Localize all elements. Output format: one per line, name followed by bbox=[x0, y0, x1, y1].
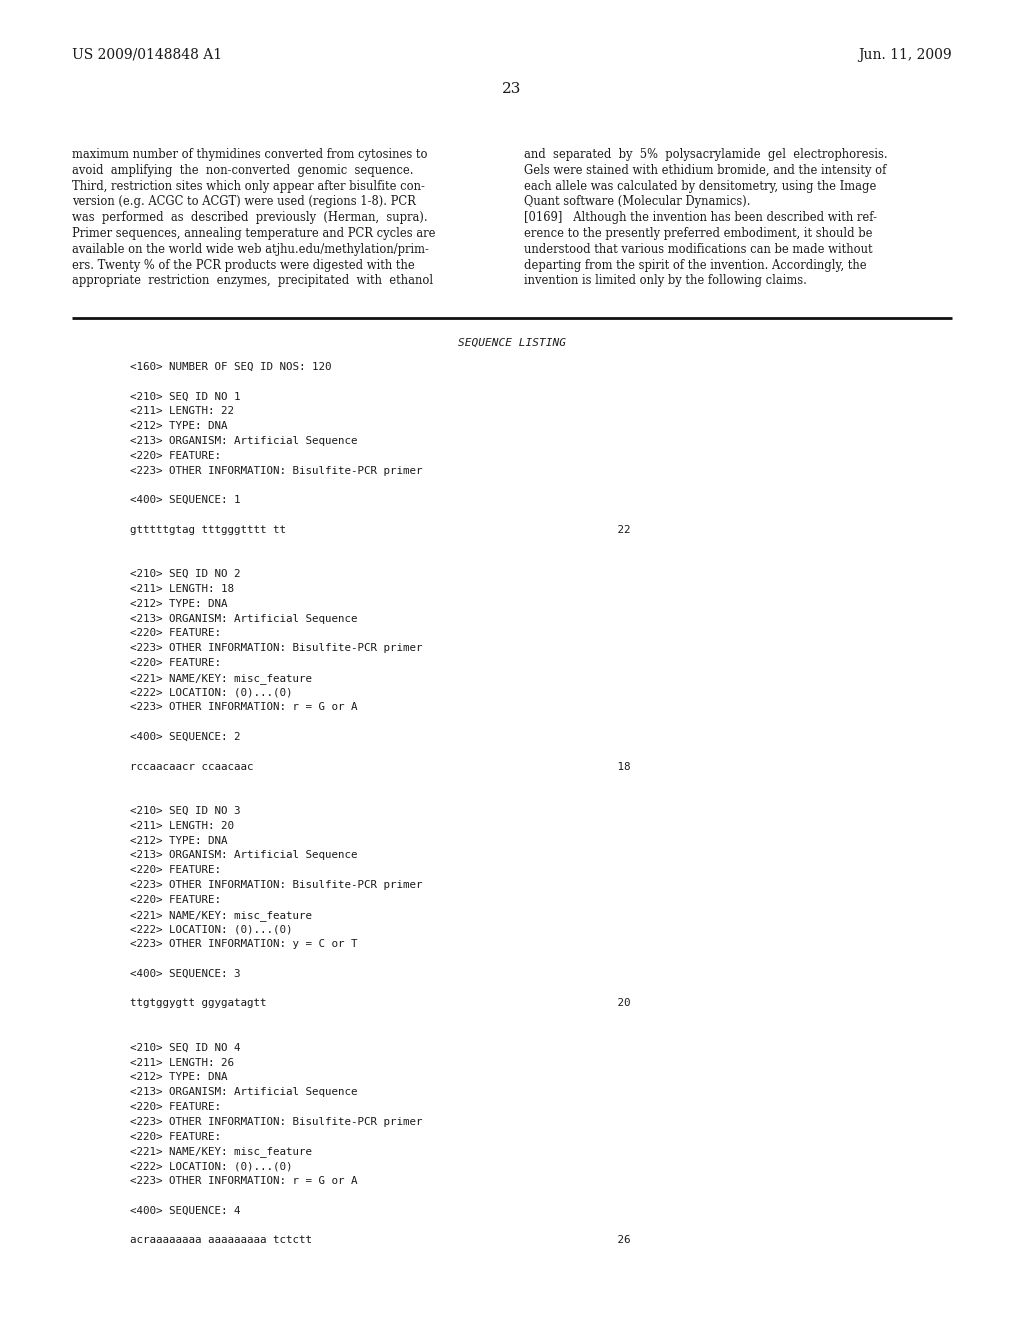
Text: <220> FEATURE:: <220> FEATURE: bbox=[130, 628, 221, 639]
Text: <212> TYPE: DNA: <212> TYPE: DNA bbox=[130, 599, 227, 609]
Text: version (e.g. ACGC to ACGT) were used (regions 1-8). PCR: version (e.g. ACGC to ACGT) were used (r… bbox=[72, 195, 416, 209]
Text: <212> TYPE: DNA: <212> TYPE: DNA bbox=[130, 421, 227, 432]
Text: <220> FEATURE:: <220> FEATURE: bbox=[130, 451, 221, 461]
Text: 23: 23 bbox=[503, 82, 521, 96]
Text: ers. Twenty % of the PCR products were digested with the: ers. Twenty % of the PCR products were d… bbox=[72, 259, 415, 272]
Text: Jun. 11, 2009: Jun. 11, 2009 bbox=[858, 48, 952, 62]
Text: <213> ORGANISM: Artificial Sequence: <213> ORGANISM: Artificial Sequence bbox=[130, 850, 357, 861]
Text: <220> FEATURE:: <220> FEATURE: bbox=[130, 895, 221, 904]
Text: <223> OTHER INFORMATION: Bisulfite-PCR primer: <223> OTHER INFORMATION: Bisulfite-PCR p… bbox=[130, 880, 423, 890]
Text: rccaacaacr ccaacaac                                                        18: rccaacaacr ccaacaac 18 bbox=[130, 762, 631, 772]
Text: <222> LOCATION: (0)...(0): <222> LOCATION: (0)...(0) bbox=[130, 688, 293, 697]
Text: erence to the presently preferred embodiment, it should be: erence to the presently preferred embodi… bbox=[524, 227, 872, 240]
Text: [0169]   Although the invention has been described with ref-: [0169] Although the invention has been d… bbox=[524, 211, 877, 224]
Text: <211> LENGTH: 26: <211> LENGTH: 26 bbox=[130, 1057, 234, 1068]
Text: <220> FEATURE:: <220> FEATURE: bbox=[130, 657, 221, 668]
Text: <210> SEQ ID NO 2: <210> SEQ ID NO 2 bbox=[130, 569, 241, 579]
Text: <210> SEQ ID NO 1: <210> SEQ ID NO 1 bbox=[130, 392, 241, 401]
Text: appropriate  restriction  enzymes,  precipitated  with  ethanol: appropriate restriction enzymes, precipi… bbox=[72, 275, 433, 288]
Text: <221> NAME/KEY: misc_feature: <221> NAME/KEY: misc_feature bbox=[130, 1146, 312, 1158]
Text: <223> OTHER INFORMATION: y = C or T: <223> OTHER INFORMATION: y = C or T bbox=[130, 940, 357, 949]
Text: available on the world wide web atjhu.edu/methylation/prim-: available on the world wide web atjhu.ed… bbox=[72, 243, 429, 256]
Text: <223> OTHER INFORMATION: Bisulfite-PCR primer: <223> OTHER INFORMATION: Bisulfite-PCR p… bbox=[130, 466, 423, 475]
Text: <400> SEQUENCE: 1: <400> SEQUENCE: 1 bbox=[130, 495, 241, 506]
Text: Primer sequences, annealing temperature and PCR cycles are: Primer sequences, annealing temperature … bbox=[72, 227, 435, 240]
Text: Quant software (Molecular Dynamics).: Quant software (Molecular Dynamics). bbox=[524, 195, 751, 209]
Text: departing from the spirit of the invention. Accordingly, the: departing from the spirit of the inventi… bbox=[524, 259, 866, 272]
Text: <400> SEQUENCE: 2: <400> SEQUENCE: 2 bbox=[130, 733, 241, 742]
Text: <210> SEQ ID NO 4: <210> SEQ ID NO 4 bbox=[130, 1043, 241, 1053]
Text: <400> SEQUENCE: 4: <400> SEQUENCE: 4 bbox=[130, 1205, 241, 1216]
Text: <213> ORGANISM: Artificial Sequence: <213> ORGANISM: Artificial Sequence bbox=[130, 1088, 357, 1097]
Text: and  separated  by  5%  polysacrylamide  gel  electrophoresis.: and separated by 5% polysacrylamide gel … bbox=[524, 148, 888, 161]
Text: <220> FEATURE:: <220> FEATURE: bbox=[130, 1131, 221, 1142]
Text: US 2009/0148848 A1: US 2009/0148848 A1 bbox=[72, 48, 222, 62]
Text: each allele was calculated by densitometry, using the Image: each allele was calculated by densitomet… bbox=[524, 180, 877, 193]
Text: <400> SEQUENCE: 3: <400> SEQUENCE: 3 bbox=[130, 969, 241, 979]
Text: was  performed  as  described  previously  (Herman,  supra).: was performed as described previously (H… bbox=[72, 211, 428, 224]
Text: <222> LOCATION: (0)...(0): <222> LOCATION: (0)...(0) bbox=[130, 1162, 293, 1171]
Text: <212> TYPE: DNA: <212> TYPE: DNA bbox=[130, 836, 227, 846]
Text: acraaaaaaaa aaaaaaaaa tctctt                                               26: acraaaaaaaa aaaaaaaaa tctctt 26 bbox=[130, 1236, 631, 1245]
Text: ttgtggygtt ggygatagtt                                                      20: ttgtggygtt ggygatagtt 20 bbox=[130, 998, 631, 1008]
Text: SEQUENCE LISTING: SEQUENCE LISTING bbox=[458, 338, 566, 348]
Text: <221> NAME/KEY: misc_feature: <221> NAME/KEY: misc_feature bbox=[130, 909, 312, 920]
Text: <221> NAME/KEY: misc_feature: <221> NAME/KEY: misc_feature bbox=[130, 673, 312, 684]
Text: Gels were stained with ethidium bromide, and the intensity of: Gels were stained with ethidium bromide,… bbox=[524, 164, 887, 177]
Text: invention is limited only by the following claims.: invention is limited only by the followi… bbox=[524, 275, 807, 288]
Text: <220> FEATURE:: <220> FEATURE: bbox=[130, 865, 221, 875]
Text: <210> SEQ ID NO 3: <210> SEQ ID NO 3 bbox=[130, 807, 241, 816]
Text: <223> OTHER INFORMATION: r = G or A: <223> OTHER INFORMATION: r = G or A bbox=[130, 1176, 357, 1185]
Text: <213> ORGANISM: Artificial Sequence: <213> ORGANISM: Artificial Sequence bbox=[130, 614, 357, 623]
Text: gtttttgtag tttgggtttt tt                                                   22: gtttttgtag tttgggtttt tt 22 bbox=[130, 525, 631, 535]
Text: <213> ORGANISM: Artificial Sequence: <213> ORGANISM: Artificial Sequence bbox=[130, 436, 357, 446]
Text: avoid  amplifying  the  non-converted  genomic  sequence.: avoid amplifying the non-converted genom… bbox=[72, 164, 414, 177]
Text: maximum number of thymidines converted from cytosines to: maximum number of thymidines converted f… bbox=[72, 148, 427, 161]
Text: <222> LOCATION: (0)...(0): <222> LOCATION: (0)...(0) bbox=[130, 924, 293, 935]
Text: <212> TYPE: DNA: <212> TYPE: DNA bbox=[130, 1072, 227, 1082]
Text: <211> LENGTH: 20: <211> LENGTH: 20 bbox=[130, 821, 234, 830]
Text: <160> NUMBER OF SEQ ID NOS: 120: <160> NUMBER OF SEQ ID NOS: 120 bbox=[130, 362, 332, 372]
Text: <223> OTHER INFORMATION: Bisulfite-PCR primer: <223> OTHER INFORMATION: Bisulfite-PCR p… bbox=[130, 643, 423, 653]
Text: <211> LENGTH: 22: <211> LENGTH: 22 bbox=[130, 407, 234, 416]
Text: <211> LENGTH: 18: <211> LENGTH: 18 bbox=[130, 583, 234, 594]
Text: understood that various modifications can be made without: understood that various modifications ca… bbox=[524, 243, 872, 256]
Text: Third, restriction sites which only appear after bisulfite con-: Third, restriction sites which only appe… bbox=[72, 180, 425, 193]
Text: <223> OTHER INFORMATION: Bisulfite-PCR primer: <223> OTHER INFORMATION: Bisulfite-PCR p… bbox=[130, 1117, 423, 1127]
Text: <220> FEATURE:: <220> FEATURE: bbox=[130, 1102, 221, 1111]
Text: <223> OTHER INFORMATION: r = G or A: <223> OTHER INFORMATION: r = G or A bbox=[130, 702, 357, 713]
